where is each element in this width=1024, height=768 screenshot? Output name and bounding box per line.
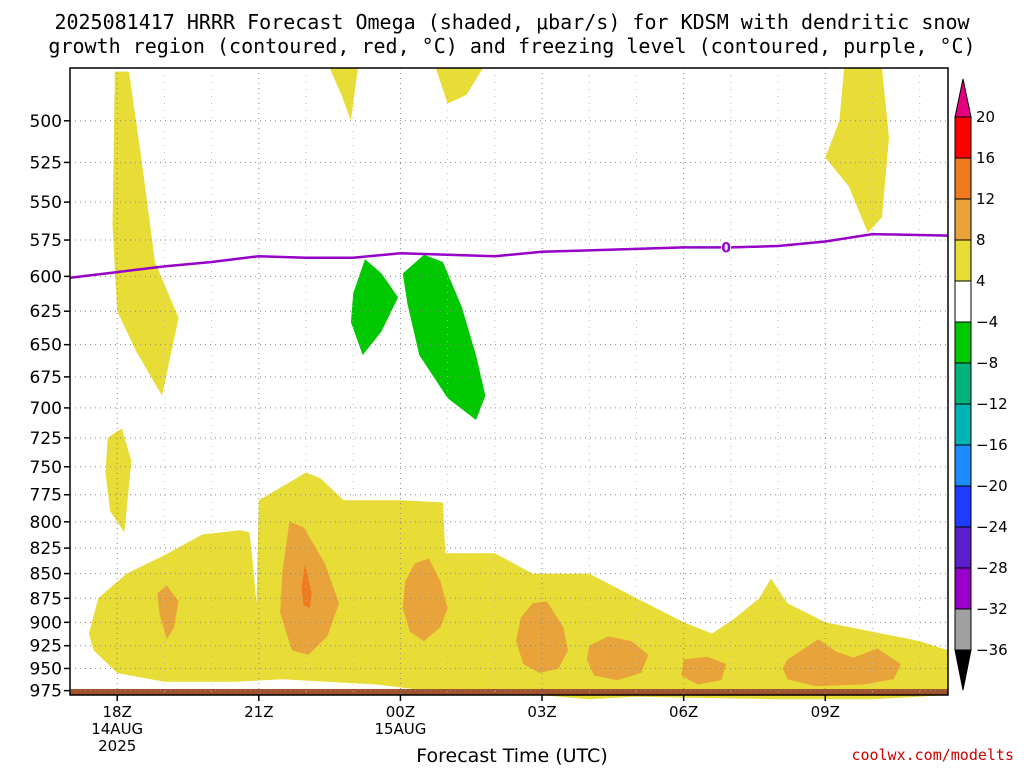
chart-title-line1: 2025081417 HRRR Forecast Omega (shaded, … <box>54 10 970 34</box>
colorbar-swatch <box>954 239 972 282</box>
pressure-tick-label: 500 <box>30 112 62 132</box>
time-tick-label: 2025 <box>98 737 136 755</box>
colorbar-swatch <box>954 198 972 241</box>
pressure-tick-label: 600 <box>30 267 62 287</box>
pressure-tick-label: 825 <box>30 539 62 559</box>
colorbar-label: 12 <box>976 190 995 208</box>
pressure-tick-label: 975 <box>30 682 62 702</box>
pressure-tick-label: 950 <box>30 659 62 679</box>
colorbar-label: 16 <box>976 149 995 167</box>
omega-region <box>586 636 649 681</box>
freezing-level-line <box>69 232 949 280</box>
colorbar-swatch <box>954 157 972 200</box>
pressure-tick-label: 775 <box>30 486 62 506</box>
source-credit: coolwx.com/modelts <box>851 746 1014 764</box>
x-axis-label: Forecast Time (UTC) <box>416 745 608 767</box>
colorbar-label: −36 <box>976 641 1008 659</box>
omega-region <box>402 254 486 420</box>
freezing-level-label-bg <box>721 239 732 256</box>
omega-region <box>329 68 358 121</box>
omega-region <box>105 428 132 533</box>
colorbar-label: 4 <box>976 272 986 290</box>
colorbar-label: −24 <box>976 518 1008 536</box>
colorbar-swatch <box>954 321 972 364</box>
colorbar-label: −8 <box>976 354 998 372</box>
pressure-tick-label: 850 <box>30 565 62 585</box>
colorbar-swatch <box>954 526 972 569</box>
time-tick-label: 18Z <box>103 703 132 721</box>
omega-region <box>157 585 179 640</box>
colorbar-label: −32 <box>976 600 1008 618</box>
pressure-tick-label: 625 <box>30 302 62 322</box>
omega-region <box>825 68 889 233</box>
omega-region <box>782 639 901 687</box>
pressure-tick-label: 700 <box>30 399 62 419</box>
pressure-axis: 500 525 550 575 600 625 650 675 700 725 750 775 800 8… <box>30 112 70 702</box>
freezing-level-label: 0 <box>721 240 731 256</box>
omega-region <box>301 563 312 608</box>
colorbar-swatch <box>954 444 972 487</box>
omega-region <box>112 71 179 396</box>
time-tick-label: 00Z <box>386 703 415 721</box>
plot-frame <box>69 67 949 696</box>
time-tick-label: 09Z <box>811 703 840 721</box>
colorbar-swatch <box>954 280 972 323</box>
pressure-tick-label: 875 <box>30 589 62 609</box>
pressure-tick-label: 900 <box>30 613 62 633</box>
colorbar-label: −16 <box>976 436 1008 454</box>
time-tick-label: 15AUG <box>374 720 426 738</box>
omega-region <box>435 68 483 104</box>
colorbar-label: 8 <box>976 231 986 249</box>
time-tick-label: 06Z <box>669 703 698 721</box>
colorbar-bottom-cap <box>954 649 972 691</box>
colorbar-swatch <box>954 116 972 159</box>
pressure-tick-label: 525 <box>30 153 62 173</box>
pressure-tick-label: 750 <box>30 458 62 478</box>
omega-colorbar: 20 16 12 8 4 −4 −8 −12 −16 −20 −24 −28 −32 −36 <box>954 78 1008 691</box>
pressure-tick-label: 575 <box>30 231 62 251</box>
colorbar-top-cap <box>954 78 972 118</box>
colorbar-swatch <box>954 567 972 610</box>
omega-region <box>350 259 399 356</box>
chart-title-line2: growth region (contoured, red, °C) and f… <box>48 34 976 58</box>
time-tick-label: 21Z <box>244 703 273 721</box>
omega-region <box>516 601 568 673</box>
pressure-tick-label: 650 <box>30 336 62 356</box>
omega-region <box>402 558 448 642</box>
colorbar-swatch <box>954 485 972 528</box>
colorbar-label: −28 <box>976 559 1008 577</box>
pressure-tick-label: 550 <box>30 193 62 213</box>
pressure-tick-label: 800 <box>30 513 62 533</box>
freezing-level-contours: 0 <box>69 232 949 280</box>
colorbar-label: −4 <box>976 313 998 331</box>
pressure-tick-label: 925 <box>30 637 62 657</box>
omega-shaded-fields <box>88 68 948 700</box>
pressure-tick-label: 675 <box>30 368 62 388</box>
colorbar-label: −20 <box>976 477 1008 495</box>
time-tick-label: 14AUG <box>91 720 143 738</box>
pressure-tick-label: 725 <box>30 429 62 449</box>
colorbar-label: −12 <box>976 395 1008 413</box>
time-tick-label: 03Z <box>527 703 556 721</box>
omega-region <box>681 656 727 685</box>
colorbar-swatch <box>954 403 972 446</box>
colorbar-swatch <box>954 608 972 651</box>
ground-layer <box>70 689 948 695</box>
colorbar-label: 20 <box>976 108 995 126</box>
colorbar-swatch <box>954 362 972 405</box>
ground-band <box>70 689 948 695</box>
